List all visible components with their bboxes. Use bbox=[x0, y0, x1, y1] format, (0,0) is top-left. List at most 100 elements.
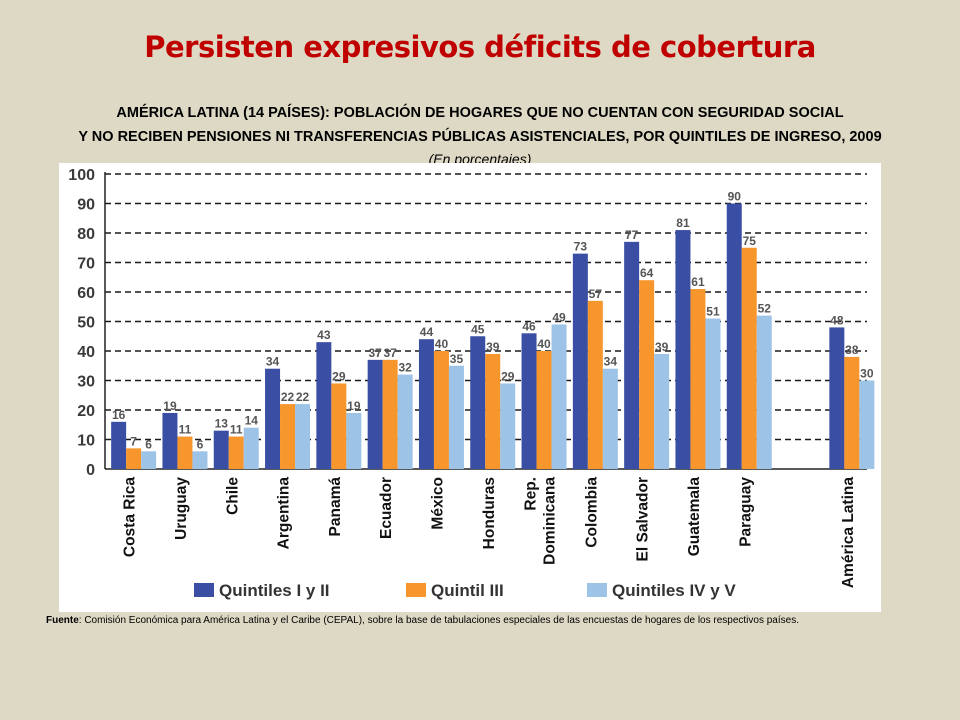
data-label: 81 bbox=[676, 216, 690, 230]
bar bbox=[741, 247, 757, 469]
data-label: 51 bbox=[706, 305, 720, 319]
data-label: 7 bbox=[130, 434, 137, 448]
data-label: 29 bbox=[501, 369, 515, 383]
bar bbox=[536, 351, 552, 469]
legend-swatch bbox=[587, 583, 607, 597]
category-label: El Salvador bbox=[635, 477, 652, 561]
category-label: Ecuador bbox=[378, 477, 395, 539]
bar bbox=[448, 365, 464, 469]
bar bbox=[141, 451, 157, 469]
data-label: 64 bbox=[640, 266, 654, 280]
bar bbox=[316, 342, 332, 469]
bar bbox=[265, 368, 281, 469]
data-label: 29 bbox=[332, 369, 346, 383]
bar bbox=[690, 289, 706, 469]
bar bbox=[485, 353, 501, 469]
data-label: 37 bbox=[383, 346, 397, 360]
bar bbox=[572, 253, 588, 469]
bar bbox=[397, 374, 413, 469]
bar bbox=[844, 356, 860, 469]
data-label: 14 bbox=[245, 414, 259, 428]
data-label: 61 bbox=[691, 275, 705, 289]
bar bbox=[346, 412, 362, 469]
data-label: 16 bbox=[112, 408, 126, 422]
bar bbox=[331, 383, 347, 469]
bar bbox=[587, 300, 603, 469]
data-label: 22 bbox=[296, 390, 310, 404]
bar bbox=[228, 436, 244, 469]
y-tick-label: 40 bbox=[77, 344, 95, 361]
category-label: Uruguay bbox=[173, 477, 190, 540]
y-tick-label: 50 bbox=[77, 315, 95, 332]
data-label: 34 bbox=[266, 355, 280, 369]
bar bbox=[162, 412, 178, 469]
bar bbox=[756, 315, 772, 469]
bar bbox=[177, 436, 193, 469]
bar bbox=[126, 448, 142, 469]
source-label: Fuente bbox=[46, 615, 79, 626]
legend-label: Quintiles I y II bbox=[219, 581, 330, 600]
data-label: 37 bbox=[368, 346, 382, 360]
bar bbox=[859, 380, 875, 469]
source-note: Fuente: Comisión Económica para América … bbox=[46, 615, 946, 626]
bar bbox=[705, 318, 721, 469]
bar bbox=[470, 336, 486, 469]
data-label: 19 bbox=[347, 399, 361, 413]
data-label: 39 bbox=[655, 340, 669, 354]
category-label: Colombia bbox=[583, 477, 600, 548]
data-label: 46 bbox=[522, 319, 536, 333]
y-tick-label: 30 bbox=[77, 374, 95, 391]
category-label: Rep. bbox=[523, 477, 540, 511]
data-label: 19 bbox=[163, 399, 177, 413]
source-text: : Comisión Económica para América Latina… bbox=[78, 615, 799, 626]
data-label: 77 bbox=[625, 228, 639, 242]
bar bbox=[675, 230, 691, 469]
bar bbox=[551, 324, 567, 469]
y-tick-label: 10 bbox=[77, 433, 95, 450]
category-label: Panamá bbox=[327, 477, 344, 537]
bar bbox=[280, 404, 296, 469]
bar bbox=[433, 351, 449, 469]
data-label: 73 bbox=[574, 240, 588, 254]
data-label: 11 bbox=[230, 423, 243, 437]
data-label: 11 bbox=[179, 423, 192, 437]
category-label: Paraguay bbox=[737, 477, 754, 547]
legend-label: Quintil III bbox=[431, 581, 504, 600]
bar bbox=[213, 430, 229, 469]
data-label: 40 bbox=[435, 337, 449, 351]
data-label: 52 bbox=[758, 302, 772, 316]
bar bbox=[624, 241, 640, 469]
bar bbox=[500, 383, 516, 469]
data-label: 40 bbox=[537, 337, 551, 351]
data-label: 44 bbox=[420, 325, 434, 339]
data-label: 45 bbox=[471, 322, 485, 336]
data-label: 39 bbox=[486, 340, 500, 354]
bar bbox=[602, 368, 618, 469]
data-label: 13 bbox=[215, 417, 229, 431]
data-label: 35 bbox=[450, 352, 464, 366]
data-label: 32 bbox=[398, 361, 412, 375]
bar bbox=[654, 353, 670, 469]
category-label: América Latina bbox=[840, 477, 857, 589]
category-label: Guatemala bbox=[686, 477, 703, 557]
y-tick-label: 90 bbox=[77, 197, 95, 214]
data-label: 90 bbox=[728, 190, 742, 204]
legend-swatch bbox=[194, 583, 214, 597]
bar bbox=[295, 404, 311, 469]
bar bbox=[111, 421, 127, 469]
data-label: 75 bbox=[743, 234, 757, 248]
chart-subtitle-line-2: Y NO RECIBEN PENSIONES NI TRANSFERENCIAS… bbox=[78, 129, 882, 145]
data-label: 43 bbox=[317, 328, 331, 342]
data-label: 6 bbox=[145, 437, 152, 451]
category-label: México bbox=[429, 477, 446, 530]
category-label: Dominicana bbox=[542, 477, 559, 565]
category-label: Costa Rica bbox=[122, 477, 139, 557]
data-label: 34 bbox=[604, 355, 618, 369]
bar bbox=[382, 359, 398, 469]
legend-swatch bbox=[406, 583, 426, 597]
y-tick-label: 0 bbox=[86, 462, 95, 479]
y-tick-label: 80 bbox=[77, 226, 95, 243]
data-label: 22 bbox=[281, 390, 295, 404]
y-tick-label: 20 bbox=[77, 403, 95, 420]
